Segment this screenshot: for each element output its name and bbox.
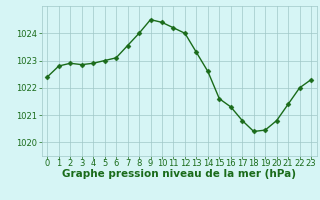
X-axis label: Graphe pression niveau de la mer (hPa): Graphe pression niveau de la mer (hPa) <box>62 169 296 179</box>
